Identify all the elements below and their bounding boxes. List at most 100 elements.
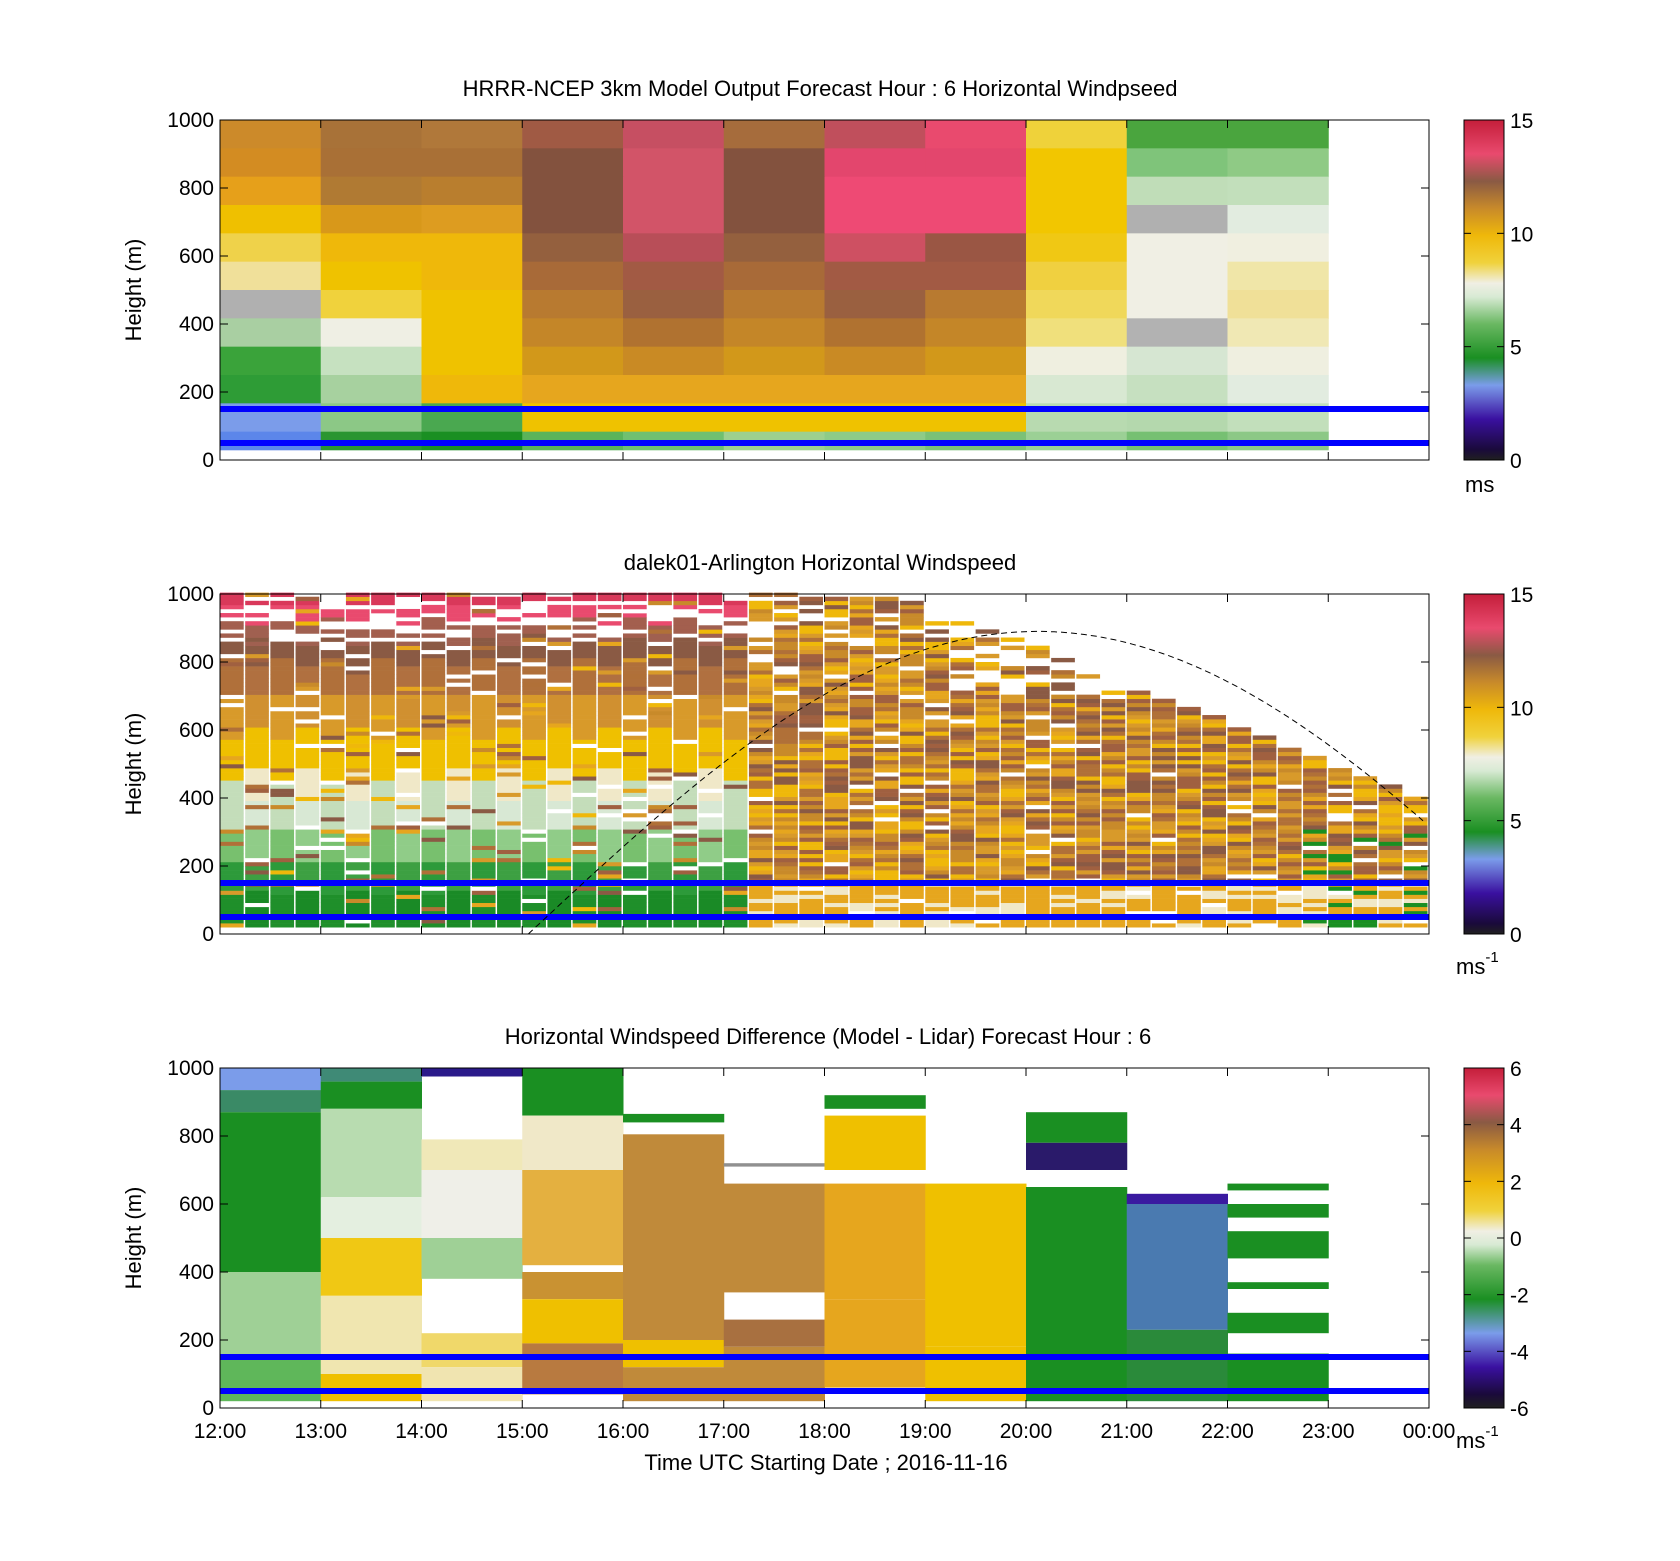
heatmap-cell bbox=[522, 318, 624, 348]
heatmap-cell bbox=[1202, 906, 1226, 912]
heatmap-cell bbox=[371, 678, 395, 683]
heatmap-cell bbox=[421, 829, 446, 834]
heatmap-cell bbox=[824, 706, 849, 712]
heatmap-cell bbox=[446, 890, 471, 895]
heatmap-cell bbox=[774, 874, 798, 879]
heatmap-cell bbox=[295, 906, 320, 912]
heatmap-cell bbox=[597, 906, 622, 912]
heatmap-cell bbox=[874, 898, 899, 904]
colorbar-tick-label: -4 bbox=[1510, 1341, 1529, 1364]
heatmap-cell bbox=[270, 853, 295, 859]
heatmap-cell bbox=[421, 670, 446, 675]
heatmap-cell bbox=[371, 886, 395, 891]
heatmap-cell bbox=[547, 641, 572, 646]
heatmap-cell bbox=[1353, 919, 1378, 924]
heatmap-cell bbox=[874, 727, 899, 732]
heatmap-cell bbox=[1026, 825, 1050, 830]
heatmap-cell bbox=[900, 796, 924, 802]
heatmap-cell bbox=[824, 694, 849, 700]
heatmap-cell bbox=[1026, 1142, 1128, 1170]
heatmap-cell bbox=[270, 898, 295, 904]
heatmap-cell bbox=[673, 788, 698, 793]
heatmap-cell bbox=[522, 894, 546, 899]
heatmap-cell bbox=[673, 870, 698, 875]
heatmap-cell bbox=[774, 702, 798, 708]
heatmap-cell bbox=[522, 841, 546, 846]
heatmap-cell bbox=[320, 698, 345, 704]
heatmap-cell bbox=[1202, 792, 1226, 797]
heatmap-cell bbox=[1303, 870, 1327, 875]
heatmap-cell bbox=[774, 849, 798, 855]
heatmap-cell bbox=[295, 874, 320, 879]
heatmap-cell bbox=[849, 861, 874, 867]
heatmap-cell bbox=[245, 670, 269, 675]
heatmap-cell bbox=[1378, 906, 1403, 912]
heatmap-cell bbox=[698, 735, 723, 740]
heatmap-cell bbox=[799, 870, 823, 875]
heatmap-cell bbox=[1227, 833, 1252, 838]
heatmap-cell bbox=[723, 735, 748, 740]
heatmap-cell bbox=[1227, 800, 1252, 806]
heatmap-cell bbox=[320, 833, 345, 838]
heatmap-cell bbox=[748, 645, 773, 651]
heatmap-cell bbox=[975, 698, 1000, 704]
heatmap-cell bbox=[345, 666, 370, 671]
heatmap-cell bbox=[446, 808, 471, 814]
heatmap-cell bbox=[874, 686, 899, 691]
heatmap-cell bbox=[497, 694, 521, 700]
heatmap-cell bbox=[522, 735, 546, 740]
heatmap-cell bbox=[1277, 764, 1302, 769]
heatmap-cell bbox=[522, 205, 624, 234]
heatmap-cell bbox=[673, 613, 698, 618]
heatmap-cell bbox=[1353, 825, 1378, 830]
heatmap-cell bbox=[270, 731, 295, 736]
heatmap-cell bbox=[950, 735, 975, 740]
heatmap-cell bbox=[270, 645, 295, 651]
heatmap-cell bbox=[648, 857, 672, 863]
heatmap-cell bbox=[748, 849, 773, 855]
heatmap-cell bbox=[1227, 1204, 1329, 1218]
heatmap-cell bbox=[1252, 906, 1277, 912]
heatmap-cell bbox=[1202, 910, 1226, 916]
heatmap-cell bbox=[1202, 837, 1226, 842]
heatmap-cell bbox=[774, 841, 798, 846]
y-tick-label: 0 bbox=[202, 449, 214, 472]
heatmap-cell bbox=[874, 735, 899, 740]
heatmap-cell bbox=[673, 906, 698, 912]
y-tick-label: 800 bbox=[179, 177, 214, 200]
heatmap-cell bbox=[320, 739, 345, 744]
heatmap-cell bbox=[874, 825, 899, 830]
heatmap-cell bbox=[623, 682, 647, 687]
heatmap-cell bbox=[1026, 755, 1050, 761]
heatmap-cell bbox=[320, 853, 345, 859]
heatmap-cell bbox=[849, 715, 874, 720]
heatmap-cell bbox=[522, 715, 546, 720]
heatmap-cell bbox=[371, 674, 395, 679]
heatmap-cell bbox=[1177, 764, 1201, 769]
heatmap-cell bbox=[371, 604, 395, 610]
heatmap-cell bbox=[774, 919, 798, 924]
heatmap-cell bbox=[900, 886, 924, 891]
heatmap-cell bbox=[748, 804, 773, 810]
heatmap-cell bbox=[925, 205, 1027, 234]
heatmap-cell bbox=[245, 637, 269, 642]
heatmap-cell bbox=[1378, 874, 1403, 879]
heatmap-cell bbox=[320, 629, 345, 634]
heatmap-cell bbox=[950, 886, 975, 891]
heatmap-cell bbox=[547, 808, 572, 814]
heatmap-cell bbox=[497, 641, 521, 646]
heatmap-cell bbox=[648, 890, 672, 895]
heatmap-cell bbox=[1403, 861, 1428, 867]
heatmap-cell bbox=[774, 715, 798, 720]
heatmap-cell bbox=[421, 592, 446, 598]
heatmap-cell bbox=[698, 653, 723, 659]
y-tick-label: 1000 bbox=[167, 109, 214, 132]
heatmap-cell bbox=[1252, 800, 1277, 806]
heatmap-cell bbox=[925, 849, 949, 855]
heatmap-cell bbox=[345, 731, 370, 736]
heatmap-cell bbox=[345, 719, 370, 724]
heatmap-cell bbox=[1202, 902, 1226, 908]
heatmap-cell bbox=[1051, 719, 1075, 724]
heatmap-cell bbox=[623, 261, 725, 291]
heatmap-cell bbox=[371, 592, 395, 598]
